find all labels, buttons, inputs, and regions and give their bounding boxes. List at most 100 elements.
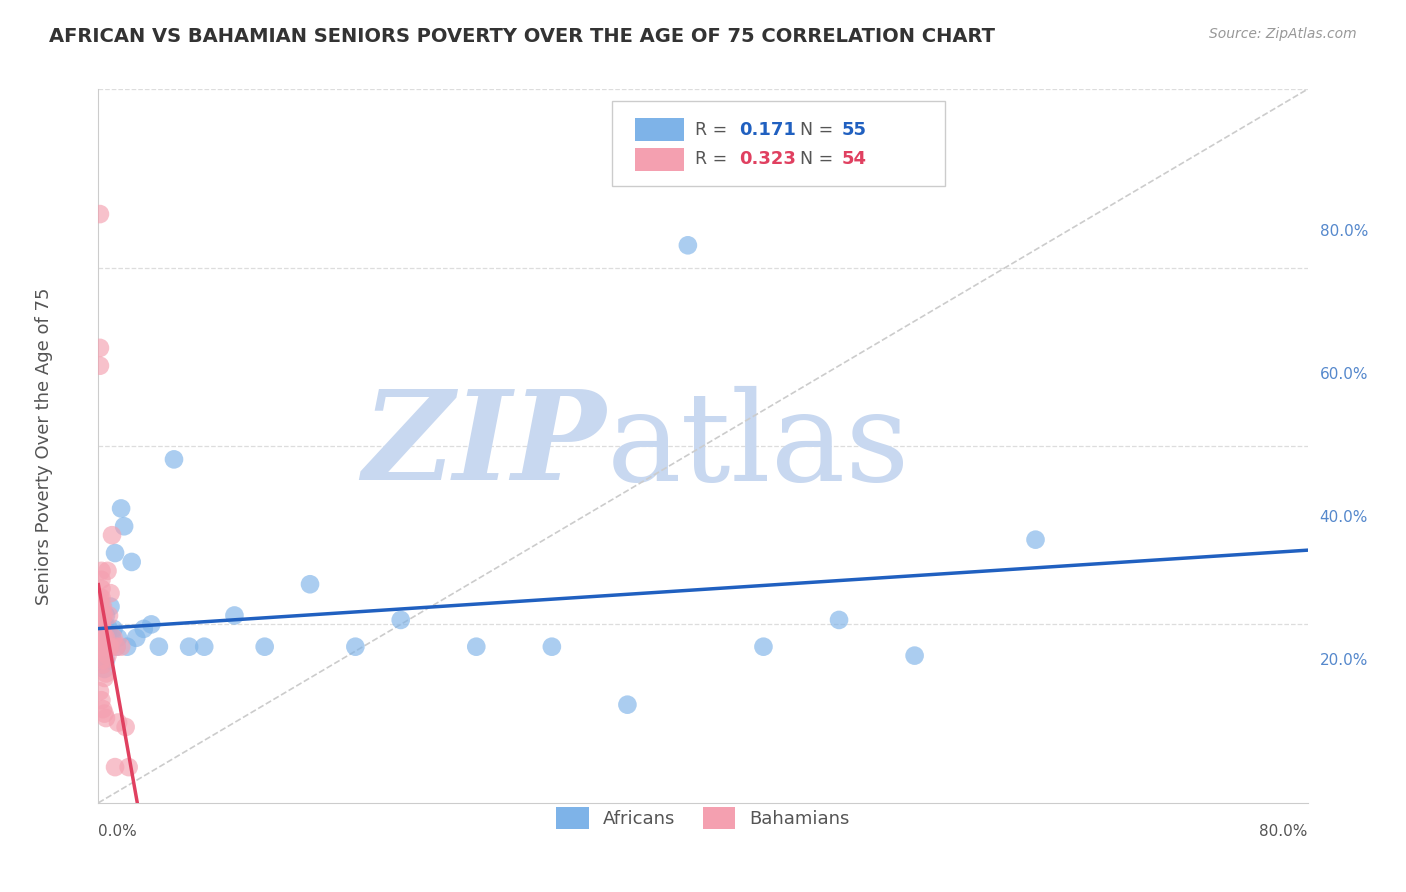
Point bbox=[148, 640, 170, 654]
Point bbox=[91, 657, 114, 672]
Point bbox=[110, 640, 132, 654]
Point bbox=[94, 640, 117, 654]
Text: R =: R = bbox=[695, 150, 733, 168]
Point bbox=[389, 613, 412, 627]
Point bbox=[93, 640, 115, 654]
Point bbox=[118, 760, 141, 774]
Point bbox=[98, 640, 121, 654]
Point bbox=[540, 640, 562, 654]
Point bbox=[90, 599, 112, 614]
Point bbox=[101, 528, 124, 542]
Text: AFRICAN VS BAHAMIAN SENIORS POVERTY OVER THE AGE OF 75 CORRELATION CHART: AFRICAN VS BAHAMIAN SENIORS POVERTY OVER… bbox=[49, 27, 995, 45]
Point bbox=[125, 631, 148, 645]
Text: atlas: atlas bbox=[606, 385, 910, 507]
Point bbox=[100, 640, 122, 654]
Point bbox=[93, 631, 115, 645]
Point bbox=[94, 640, 117, 654]
Point bbox=[89, 640, 111, 654]
Point bbox=[93, 608, 115, 623]
Point bbox=[90, 582, 112, 596]
Point bbox=[89, 684, 111, 698]
Point bbox=[163, 452, 186, 467]
Point bbox=[112, 519, 135, 533]
Point bbox=[193, 640, 215, 654]
Point bbox=[93, 706, 115, 721]
Point bbox=[96, 648, 118, 663]
Point bbox=[91, 622, 114, 636]
Point bbox=[93, 644, 115, 658]
Point bbox=[94, 666, 117, 681]
Point bbox=[89, 622, 111, 636]
Point bbox=[90, 631, 112, 645]
FancyBboxPatch shape bbox=[636, 119, 683, 141]
Point bbox=[132, 622, 155, 636]
Text: 0.171: 0.171 bbox=[740, 121, 796, 139]
Point bbox=[90, 626, 112, 640]
Point bbox=[90, 591, 112, 605]
Text: 54: 54 bbox=[842, 150, 868, 168]
Point bbox=[616, 698, 638, 712]
Point bbox=[93, 617, 115, 632]
Point bbox=[93, 671, 115, 685]
Point bbox=[141, 617, 163, 632]
Point bbox=[89, 604, 111, 618]
Point bbox=[91, 702, 114, 716]
FancyBboxPatch shape bbox=[636, 148, 683, 170]
Text: Source: ZipAtlas.com: Source: ZipAtlas.com bbox=[1209, 27, 1357, 41]
Point bbox=[110, 501, 132, 516]
Point bbox=[90, 653, 112, 667]
Point bbox=[90, 608, 112, 623]
Point bbox=[90, 653, 112, 667]
Point bbox=[91, 631, 114, 645]
Point bbox=[91, 644, 114, 658]
Text: ZIP: ZIP bbox=[363, 385, 606, 507]
Point bbox=[89, 613, 111, 627]
Point bbox=[94, 711, 117, 725]
Point bbox=[89, 599, 111, 614]
FancyBboxPatch shape bbox=[613, 102, 945, 186]
Point bbox=[93, 653, 115, 667]
Text: 0.0%: 0.0% bbox=[98, 824, 138, 839]
Point bbox=[94, 631, 117, 645]
Point bbox=[121, 555, 143, 569]
Point bbox=[93, 662, 115, 676]
Point bbox=[100, 640, 122, 654]
Legend: Africans, Bahamians: Africans, Bahamians bbox=[548, 800, 858, 837]
Point bbox=[93, 631, 115, 645]
Text: 80.0%: 80.0% bbox=[1260, 824, 1308, 839]
Point bbox=[94, 626, 117, 640]
Point bbox=[101, 631, 124, 645]
Point bbox=[253, 640, 276, 654]
Text: 0.323: 0.323 bbox=[740, 150, 796, 168]
Point bbox=[104, 546, 127, 560]
Point bbox=[676, 238, 699, 252]
Text: R =: R = bbox=[695, 121, 733, 139]
Text: 20.0%: 20.0% bbox=[1320, 653, 1368, 667]
Point bbox=[98, 635, 121, 649]
Point bbox=[90, 631, 112, 645]
Point bbox=[98, 622, 121, 636]
Point bbox=[90, 622, 112, 636]
Point bbox=[94, 653, 117, 667]
Point bbox=[91, 622, 114, 636]
Point bbox=[100, 599, 122, 614]
Point bbox=[103, 622, 125, 636]
Point bbox=[89, 631, 111, 645]
Point bbox=[179, 640, 201, 654]
Point bbox=[90, 617, 112, 632]
Point bbox=[1024, 533, 1046, 547]
Point bbox=[828, 613, 851, 627]
Point bbox=[96, 564, 118, 578]
Point bbox=[105, 640, 128, 654]
Text: 40.0%: 40.0% bbox=[1320, 510, 1368, 524]
Point bbox=[91, 640, 114, 654]
Point bbox=[98, 608, 121, 623]
Point bbox=[752, 640, 775, 654]
Point bbox=[90, 644, 112, 658]
Point bbox=[89, 341, 111, 355]
Text: 60.0%: 60.0% bbox=[1320, 368, 1368, 382]
Text: 55: 55 bbox=[842, 121, 868, 139]
Text: 80.0%: 80.0% bbox=[1320, 225, 1368, 239]
Point bbox=[94, 608, 117, 623]
Point bbox=[114, 720, 136, 734]
